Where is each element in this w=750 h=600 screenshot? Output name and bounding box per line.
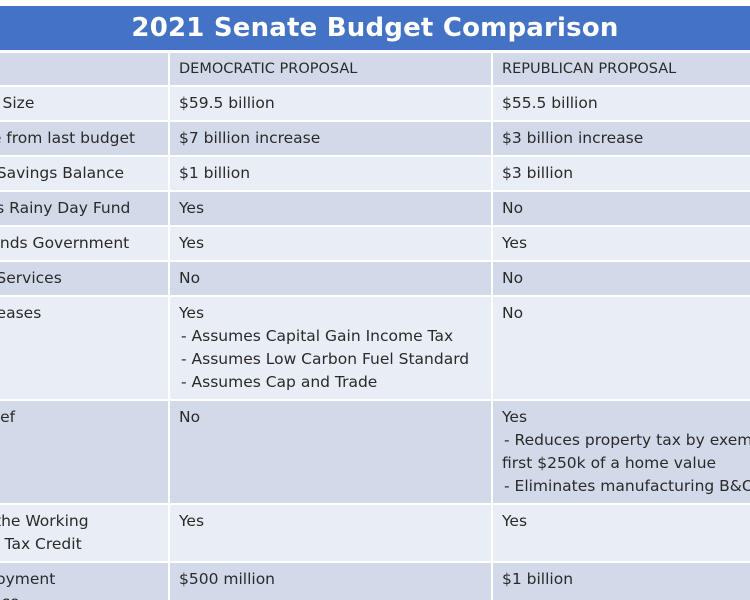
row-label: ge from last budget — [0, 120, 170, 157]
table-row: ployment ance $500 million $1 billion — [0, 561, 750, 600]
republican-cell: $3 billion increase — [491, 120, 750, 157]
democratic-cell: $7 billion increase — [168, 120, 493, 157]
table-row: o Services No No — [0, 260, 750, 297]
row-label: ids Rainy Day Fund — [0, 190, 170, 227]
header-cell-democratic: DEMOCRATIC PROPOSAL — [168, 51, 493, 87]
table-header-row: DEMOCRATIC PROPOSAL REPUBLICAN PROPOSAL — [0, 51, 750, 87]
table-row: Funds Government Yes Yes — [0, 225, 750, 262]
budget-comparison-table: DEMOCRATIC PROPOSAL REPUBLICAN PROPOSAL … — [0, 51, 750, 600]
row-label: elief — [0, 399, 170, 505]
republican-cell: $1 billion — [491, 561, 750, 600]
table-row: ge from last budget $7 billion increase … — [0, 120, 750, 157]
header-cell-category — [0, 51, 170, 87]
row-label: Funds Government — [0, 225, 170, 262]
republican-cell: $3 billion — [491, 155, 750, 192]
democratic-cell: $500 million — [168, 561, 493, 600]
row-label: et Size — [0, 85, 170, 122]
table-row: creases Yes - Assumes Capital Gain Incom… — [0, 295, 750, 401]
republican-cell: Yes — [491, 225, 750, 262]
row-label: ployment ance — [0, 561, 170, 600]
row-label: g Savings Balance — [0, 155, 170, 192]
democratic-cell: Yes — [168, 190, 493, 227]
republican-cell: No — [491, 190, 750, 227]
row-label: o Services — [0, 260, 170, 297]
table-row: s the Working es Tax Credit Yes Yes — [0, 503, 750, 563]
table-row: et Size $59.5 billion $55.5 billion — [0, 85, 750, 122]
header-cell-republican: REPUBLICAN PROPOSAL — [491, 51, 750, 87]
table-row: elief No Yes - Reduces property tax by e… — [0, 399, 750, 505]
democratic-cell: $1 billion — [168, 155, 493, 192]
slide-title: 2021 Senate Budget Comparison — [0, 6, 750, 50]
democratic-cell: Yes — [168, 503, 493, 563]
democratic-cell: $59.5 billion — [168, 85, 493, 122]
republican-cell: $55.5 billion — [491, 85, 750, 122]
republican-cell: No — [491, 260, 750, 297]
republican-cell: No — [491, 295, 750, 401]
table-row: g Savings Balance $1 billion $3 billion — [0, 155, 750, 192]
republican-cell: Yes — [491, 503, 750, 563]
table-row: ids Rainy Day Fund Yes No — [0, 190, 750, 227]
row-label: creases — [0, 295, 170, 401]
republican-cell: Yes - Reduces property tax by exem first… — [491, 399, 750, 505]
democratic-cell: No — [168, 260, 493, 297]
democratic-cell: Yes — [168, 225, 493, 262]
democratic-cell: Yes - Assumes Capital Gain Income Tax - … — [168, 295, 493, 401]
democratic-cell: No — [168, 399, 493, 505]
row-label: s the Working es Tax Credit — [0, 503, 170, 563]
